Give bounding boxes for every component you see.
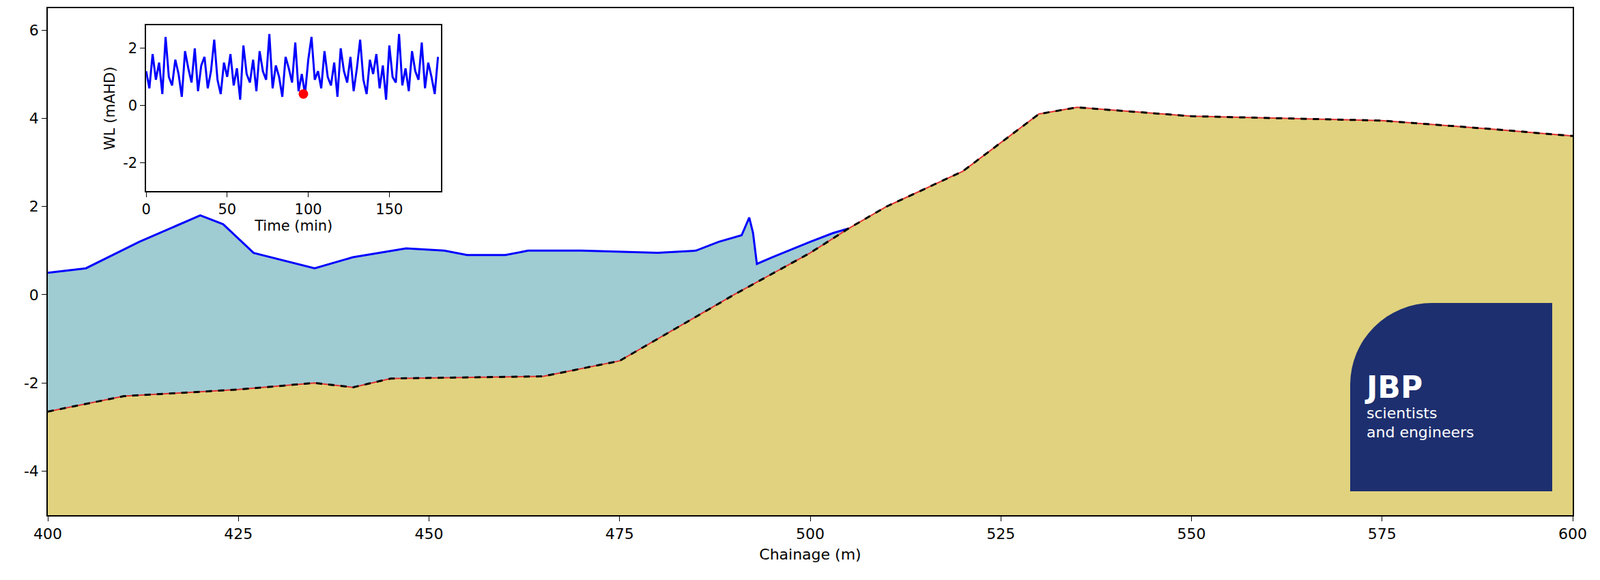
svg-text:WL (mAHD): WL (mAHD) bbox=[101, 66, 119, 151]
svg-text:0: 0 bbox=[141, 201, 151, 218]
html-text:scientists: scientists bbox=[1366, 404, 1438, 422]
svg-text:525: 525 bbox=[986, 525, 1016, 543]
svg-text:0: 0 bbox=[29, 286, 39, 304]
svg-text:-4: -4 bbox=[23, 462, 39, 480]
svg-text:100: 100 bbox=[294, 201, 323, 218]
html-text:and engineers: and engineers bbox=[1366, 423, 1475, 441]
svg-text:150: 150 bbox=[375, 201, 403, 218]
svg-text:475: 475 bbox=[605, 525, 635, 543]
svg-text:4: 4 bbox=[29, 109, 39, 127]
svg-text:50: 50 bbox=[217, 201, 237, 218]
svg-text:450: 450 bbox=[415, 525, 444, 543]
html-text:JBP: JBP bbox=[1366, 369, 1423, 405]
svg-text:500: 500 bbox=[795, 525, 825, 543]
svg-text:-2: -2 bbox=[23, 374, 39, 392]
svg-text:600: 600 bbox=[1558, 525, 1588, 543]
svg-text:Time (min): Time (min) bbox=[253, 217, 333, 235]
svg-text:Chainage (m): Chainage (m) bbox=[759, 546, 861, 564]
svg-text:2: 2 bbox=[29, 197, 39, 216]
svg-text:2: 2 bbox=[128, 40, 138, 57]
svg-text:0: 0 bbox=[128, 97, 138, 114]
svg-text:400: 400 bbox=[33, 525, 63, 543]
svg-text:575: 575 bbox=[1367, 525, 1397, 543]
svg-text:6: 6 bbox=[29, 21, 39, 39]
svg-text:550: 550 bbox=[1177, 525, 1207, 543]
svg-text:425: 425 bbox=[223, 525, 253, 543]
svg-text:-2: -2 bbox=[122, 154, 138, 172]
